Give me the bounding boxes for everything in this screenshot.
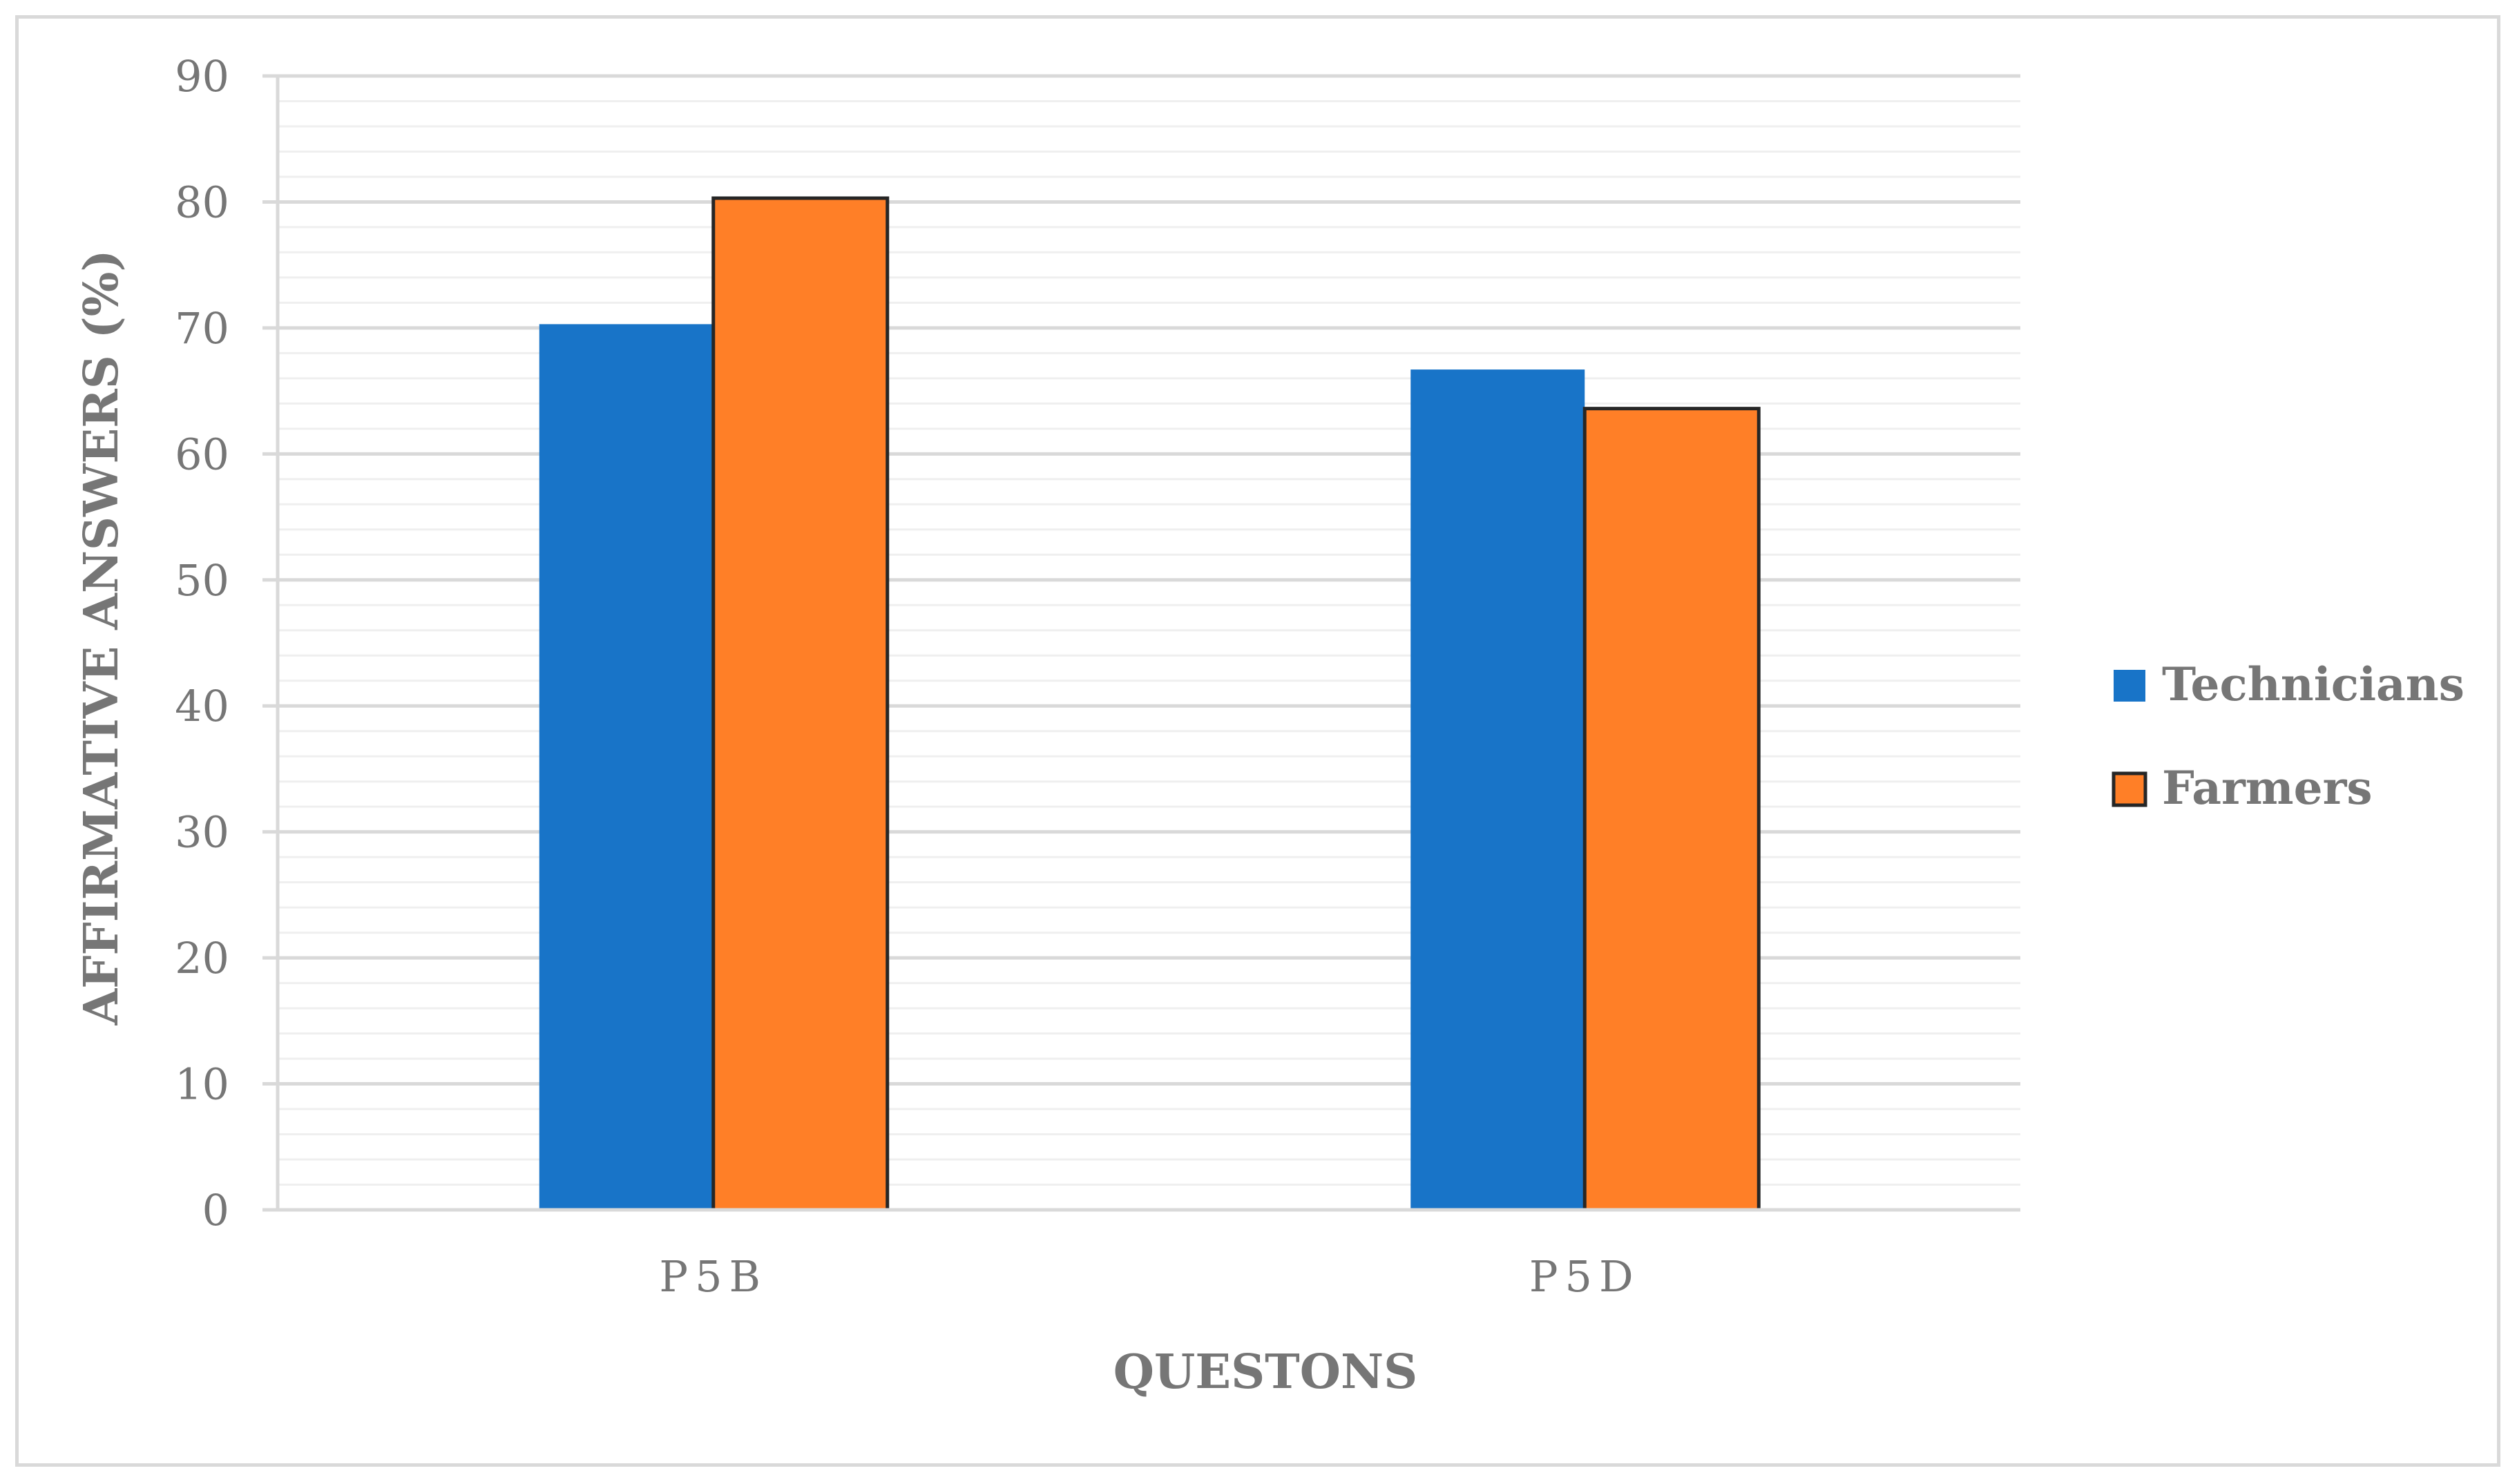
y-tick-label: 30 xyxy=(175,807,229,858)
bar-farmers-p5b xyxy=(711,196,890,1212)
y-tick-label: 60 xyxy=(175,429,229,479)
legend-swatch-technicians xyxy=(2114,670,2145,702)
y-tick-labels: 0 10 20 30 40 50 60 70 80 90 xyxy=(175,51,229,1235)
x-axis-title: QUESTONS xyxy=(1113,1345,1418,1400)
y-axis-title: AFFIRMATIVE ANSWERS (%) xyxy=(74,249,129,1025)
y-tick-label: 40 xyxy=(175,681,229,731)
y-tick-label: 70 xyxy=(175,303,229,354)
y-tick-label: 0 xyxy=(202,1185,229,1235)
legend-label-farmers: Farmers xyxy=(2162,761,2373,815)
y-tick-label: 80 xyxy=(175,177,229,227)
y-tick-label: 50 xyxy=(175,555,229,606)
y-tick-label: 20 xyxy=(175,933,229,983)
legend-label-technicians: Technicians xyxy=(2162,657,2465,711)
x-tick-label: P5B xyxy=(659,1251,767,1302)
legend-swatch-farmers xyxy=(2112,771,2147,807)
bar-technicians-p5d xyxy=(1410,369,1585,1210)
bars xyxy=(539,196,1761,1212)
x-tick-labels: P5B P5D xyxy=(659,1251,1640,1302)
x-tick-label: P5D xyxy=(1529,1251,1640,1302)
chart-frame xyxy=(15,15,2500,1467)
bar-farmers-p5d xyxy=(1582,407,1761,1212)
legend: Technicians Farmers xyxy=(2112,657,2465,815)
bar-technicians-p5b xyxy=(539,324,714,1211)
y-tick-label: 10 xyxy=(175,1059,229,1110)
y-tick-label: 90 xyxy=(175,51,229,102)
axes xyxy=(262,74,2020,1212)
